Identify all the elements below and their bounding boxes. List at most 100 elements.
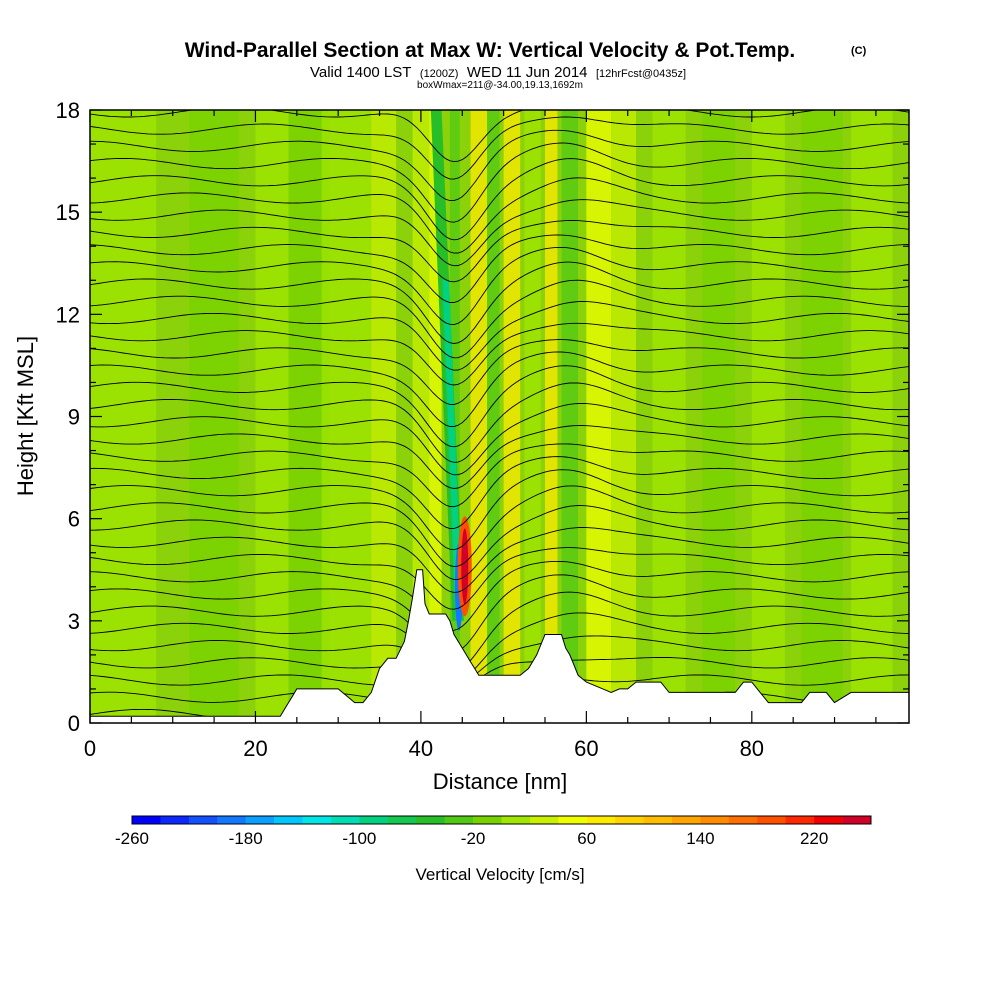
colorbar-tick-label: -180 — [229, 829, 263, 848]
isentrope-line — [90, 116, 909, 180]
isentrope-line — [90, 635, 909, 684]
colorbar-swatch — [330, 816, 360, 824]
y-tick-label: 9 — [68, 405, 80, 430]
box-wmax-info: boxWmax=211@-34.00,19.13,1692m — [417, 80, 583, 91]
colorbar-swatch — [700, 816, 730, 824]
y-tick-label: 0 — [68, 711, 80, 736]
isentrope-line — [90, 246, 909, 325]
isentrope-line — [90, 656, 909, 691]
potential-temperature-contours — [90, 110, 909, 723]
velocity-band — [751, 110, 785, 723]
colorbar-frame — [131, 815, 872, 825]
isentrope-line — [90, 402, 909, 476]
colorbar-tick-label: -100 — [342, 829, 376, 848]
colorbar-swatch — [160, 816, 190, 824]
velocity-band — [586, 110, 612, 723]
colorbar-swatch — [387, 816, 417, 824]
forecast-tag: [12hrFcst@0435z] — [596, 68, 686, 80]
isentrope-line — [90, 560, 909, 631]
y-tick-label: 18 — [56, 98, 80, 123]
isentrope-line — [90, 443, 909, 508]
isentrope-line — [90, 547, 909, 610]
isentrope-line — [90, 220, 909, 283]
isentrope-line — [90, 177, 909, 254]
isentrope-line — [90, 469, 909, 551]
isentrope-line — [90, 301, 909, 371]
velocity-band — [321, 110, 372, 723]
colorbar-swatch — [785, 816, 815, 824]
isentrope-line — [90, 279, 909, 359]
x-axis-label: Distance [nm] — [433, 769, 568, 794]
isentrope-line — [90, 591, 909, 671]
isentrope-line — [90, 234, 909, 303]
y-tick-label: 6 — [68, 507, 80, 532]
colorbar-swatch — [672, 816, 701, 824]
isentrope-line — [90, 527, 909, 593]
y-tick-label: 3 — [68, 609, 80, 634]
x-tick-label: 40 — [409, 736, 433, 761]
colorbar-swatch — [132, 816, 161, 824]
colorbar-swatch — [501, 816, 531, 824]
isentrope-line — [90, 485, 909, 568]
isentrope-line — [90, 574, 909, 653]
colorbar-swatch — [814, 816, 843, 824]
colorbar-swatch — [217, 816, 246, 824]
colorbar-swatch — [274, 816, 303, 824]
colorbar-swatch — [529, 816, 559, 824]
colorbar-tick-label: -260 — [115, 829, 149, 848]
x-tick-label: 0 — [84, 736, 96, 761]
colorbar-tick-label: 140 — [686, 829, 714, 848]
x-tick-label: 20 — [243, 736, 267, 761]
isentrope-line — [90, 351, 909, 428]
colorbar-tick-labels: -260 -180 -100 -20 60 140 220 — [115, 829, 828, 848]
colorbar-swatch — [842, 816, 872, 824]
valid-time-line: Valid 1400 LST (1200Z) WED 11 Jun 2014 [… — [310, 64, 686, 81]
colorbar-tick-label: 60 — [577, 829, 596, 848]
isentrope-line — [90, 129, 909, 202]
isentrope-line — [90, 261, 909, 344]
colorbar-swatch — [586, 816, 616, 824]
valid-zulu: (1200Z) — [420, 68, 459, 80]
isentrope-line — [90, 425, 909, 489]
y-tick-label: 12 — [56, 302, 80, 327]
isentrope-line — [90, 456, 909, 529]
valid-prefix: Valid 1400 LST — [310, 64, 411, 81]
downdraft-core-strong — [442, 280, 463, 621]
colorbar-swatch — [416, 816, 445, 824]
colorbar-swatch — [728, 816, 758, 824]
isentrope-line — [90, 142, 909, 223]
terrain-mask — [90, 569, 909, 723]
isentrope-line — [90, 158, 909, 241]
colorbar-swatch — [444, 816, 474, 824]
colorbar-swatch — [558, 816, 588, 824]
velocity-band — [851, 110, 893, 723]
x-tick-label: 80 — [740, 736, 764, 761]
velocity-band — [611, 110, 636, 723]
isentrope-line — [90, 365, 909, 448]
y-axis-label: Height [Kft MSL] — [13, 336, 38, 496]
isentrope-line — [90, 339, 909, 405]
colorbar-swatch — [188, 816, 218, 824]
velocity-band — [545, 110, 558, 723]
isentrope-line — [90, 110, 909, 163]
x-axis: 0 20 40 60 80 — [84, 110, 877, 761]
valid-date: WED 11 Jun 2014 — [467, 64, 588, 81]
velocity-band — [652, 110, 686, 723]
y-axis: 0 3 6 9 12 15 18 — [56, 98, 909, 736]
colorbar-swatch — [245, 816, 275, 824]
colorbar-swatch — [757, 816, 787, 824]
colorbar-swatch — [359, 816, 389, 824]
colorbar-swatch — [302, 816, 332, 824]
colorbar — [131, 815, 872, 825]
chart-title: Wind-Parallel Section at Max W: Vertical… — [185, 39, 796, 62]
velocity-band — [255, 110, 289, 723]
velocity-band — [702, 110, 736, 723]
colorbar-swatch — [615, 816, 644, 824]
updraft-max — [461, 528, 469, 605]
isentrope-line — [90, 612, 909, 681]
y-tick-label: 15 — [56, 200, 80, 225]
colorbar-tick-label: -20 — [461, 829, 486, 848]
copyright-mark: (C) — [851, 45, 867, 57]
isentrope-line — [90, 382, 909, 463]
